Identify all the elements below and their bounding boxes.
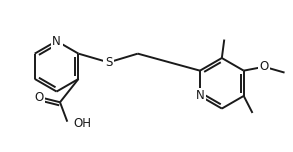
Text: O: O bbox=[34, 91, 43, 104]
Text: O: O bbox=[260, 60, 269, 73]
Text: N: N bbox=[52, 35, 61, 48]
Text: S: S bbox=[105, 56, 112, 69]
Text: OH: OH bbox=[73, 117, 91, 130]
Text: N: N bbox=[195, 89, 204, 102]
